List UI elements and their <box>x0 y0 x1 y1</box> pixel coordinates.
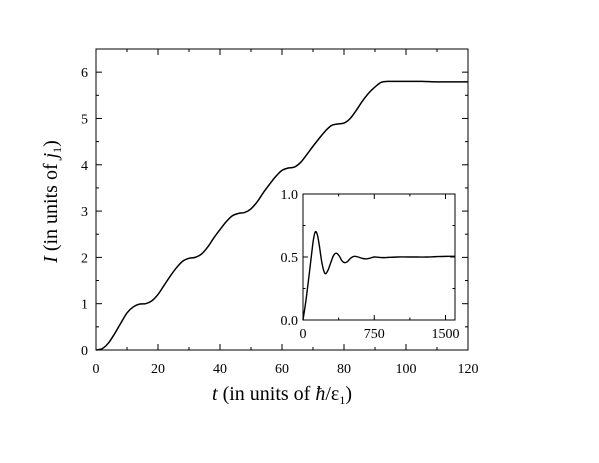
inset-series-line <box>302 230 456 321</box>
y-tick-label: 1.0 <box>281 188 299 203</box>
y-tick-label: 2 <box>81 251 88 266</box>
x-tick-label: 60 <box>275 362 289 377</box>
y-tick-label: 6 <box>81 66 88 81</box>
y-tick-label: 0 <box>81 344 88 359</box>
y-tick-label: 0.5 <box>281 251 299 266</box>
main-series-group <box>95 80 468 351</box>
x-tick-label: 0 <box>93 362 100 377</box>
main-series-line <box>95 80 468 351</box>
x-tick-label: 20 <box>151 362 165 377</box>
x-tick-label: 1500 <box>432 327 460 342</box>
x-tick-label: 120 <box>458 362 479 377</box>
y-tick-label: 4 <box>81 159 88 174</box>
x-tick-label: 750 <box>364 327 385 342</box>
y-axis-label: I (in units of j1) <box>40 140 64 264</box>
y-tick-label: 1 <box>81 298 88 313</box>
inset-series-group <box>302 230 456 321</box>
y-tick-label: 0.0 <box>281 314 299 329</box>
x-tick-label: 100 <box>396 362 417 377</box>
x-tick-label: 40 <box>213 362 227 377</box>
x-tick-label: 80 <box>337 362 351 377</box>
x-axis-label: t (in units of ħ/ε1) <box>212 383 352 407</box>
inset-axis-ticks: 0 750 1500 0.0 0.5 1.0 <box>281 188 460 342</box>
main-axis-ticks: 0 20 40 60 80 100 120 0 1 2 3 4 5 6 <box>81 49 479 377</box>
y-tick-label: 5 <box>81 112 88 127</box>
y-tick-label: 3 <box>81 205 88 220</box>
x-tick-label: 0 <box>300 327 307 342</box>
